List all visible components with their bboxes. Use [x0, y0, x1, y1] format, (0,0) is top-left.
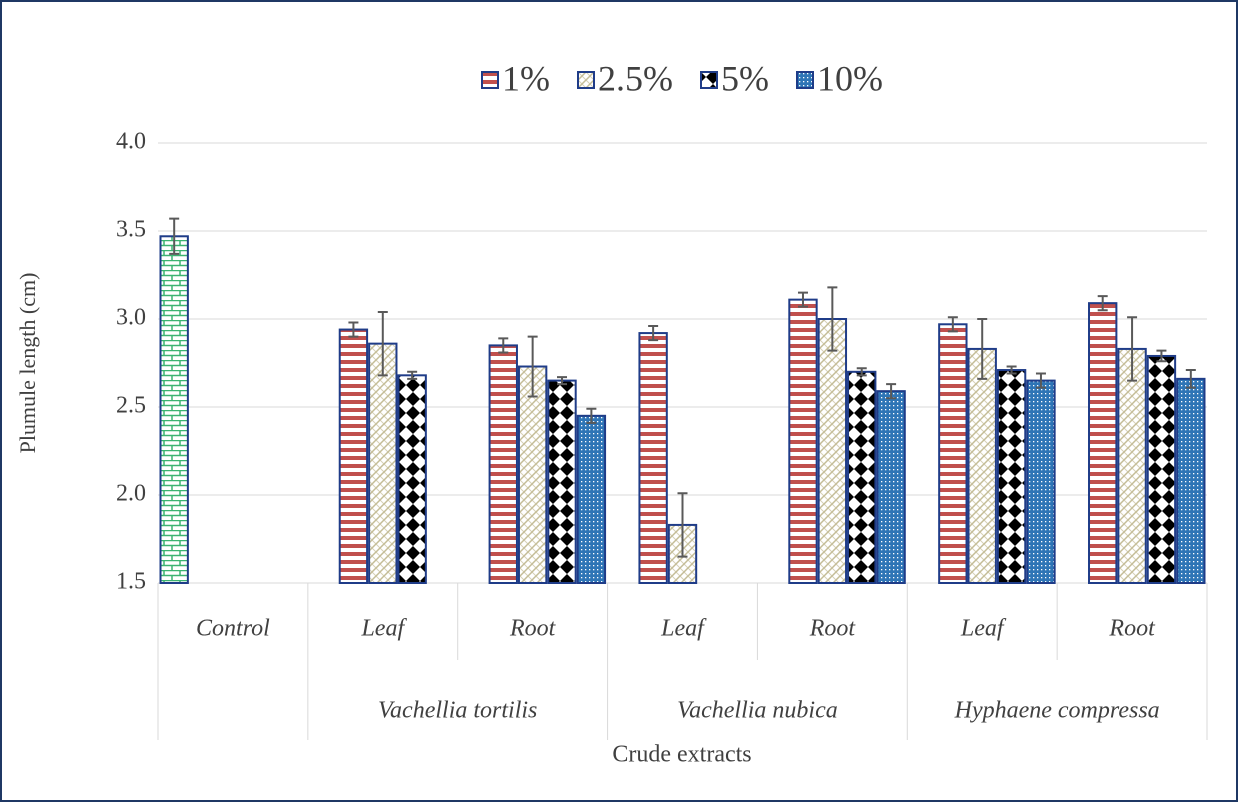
error-bar	[407, 370, 418, 380]
group-label: Vachellia nubica	[677, 698, 838, 724]
legend-label: 2.5%	[598, 58, 673, 98]
y-tick-label: 3.0	[116, 305, 146, 331]
error-bar	[827, 286, 838, 352]
bar	[1117, 347, 1147, 585]
x-axis-title: Crude extracts	[612, 742, 751, 768]
error-bar	[648, 325, 659, 342]
legend-label: 5%	[721, 58, 769, 98]
error-bar	[1006, 365, 1017, 375]
group-label: Hyphaene compressa	[954, 698, 1160, 724]
bar	[1026, 379, 1056, 584]
error-bar	[1097, 295, 1108, 312]
bar	[488, 344, 518, 584]
legend-swatch	[700, 71, 718, 89]
error-bar	[886, 383, 897, 400]
bar	[397, 374, 427, 584]
x-tick-label: Leaf	[360, 616, 407, 642]
legend-swatch	[481, 71, 499, 89]
y-tick-label: 4.0	[116, 129, 146, 155]
error-bar	[348, 321, 359, 338]
legend-label: 10%	[817, 58, 883, 98]
error-bar	[527, 335, 538, 398]
x-tick-label: Root	[809, 616, 857, 642]
error-bar	[1127, 316, 1138, 382]
bar	[996, 369, 1027, 585]
error-bar	[856, 367, 867, 377]
bar	[938, 323, 968, 584]
bar	[638, 332, 668, 584]
x-tick-label: Root	[1108, 616, 1156, 642]
error-bar	[797, 291, 808, 308]
x-tick-label: Root	[509, 616, 557, 642]
error-bar	[377, 310, 388, 377]
bar	[967, 347, 997, 585]
error-bar	[498, 337, 509, 354]
bar	[817, 318, 848, 584]
legend-swatch	[796, 71, 814, 89]
error-bar	[977, 318, 988, 380]
bar	[876, 390, 906, 584]
x-tick-label: Leaf	[660, 616, 707, 642]
y-tick-label: 2.0	[116, 481, 146, 507]
bar	[847, 370, 877, 584]
error-bar	[677, 492, 688, 558]
legend-label: 1%	[502, 58, 550, 98]
error-bar	[947, 316, 958, 333]
bar	[1146, 354, 1177, 584]
legend-swatch	[577, 71, 595, 89]
error-bar	[1156, 349, 1167, 363]
legend: 1% 2.5% 5% 10%	[481, 58, 883, 98]
bar	[159, 235, 189, 584]
bar	[338, 328, 369, 584]
bar	[788, 298, 818, 584]
y-tick-label: 2.5	[116, 393, 146, 419]
bar	[1088, 302, 1118, 584]
y-tick-label: 1.5	[116, 569, 146, 595]
bar	[576, 414, 607, 584]
x-tick-label: Leaf	[960, 616, 1007, 642]
error-bar	[1035, 372, 1046, 389]
bar	[517, 365, 548, 584]
error-bar	[557, 376, 568, 386]
error-bar	[586, 407, 597, 424]
y-tick-label: 3.5	[116, 217, 146, 243]
error-bar	[1185, 369, 1196, 389]
bar	[368, 342, 398, 585]
error-bar	[169, 217, 180, 255]
x-tick-label: Control	[196, 616, 270, 642]
group-label: Vachellia tortilis	[378, 698, 537, 724]
y-axis-title: Plumule length (cm)	[15, 273, 40, 454]
bar	[547, 379, 577, 584]
bar	[1176, 377, 1206, 584]
